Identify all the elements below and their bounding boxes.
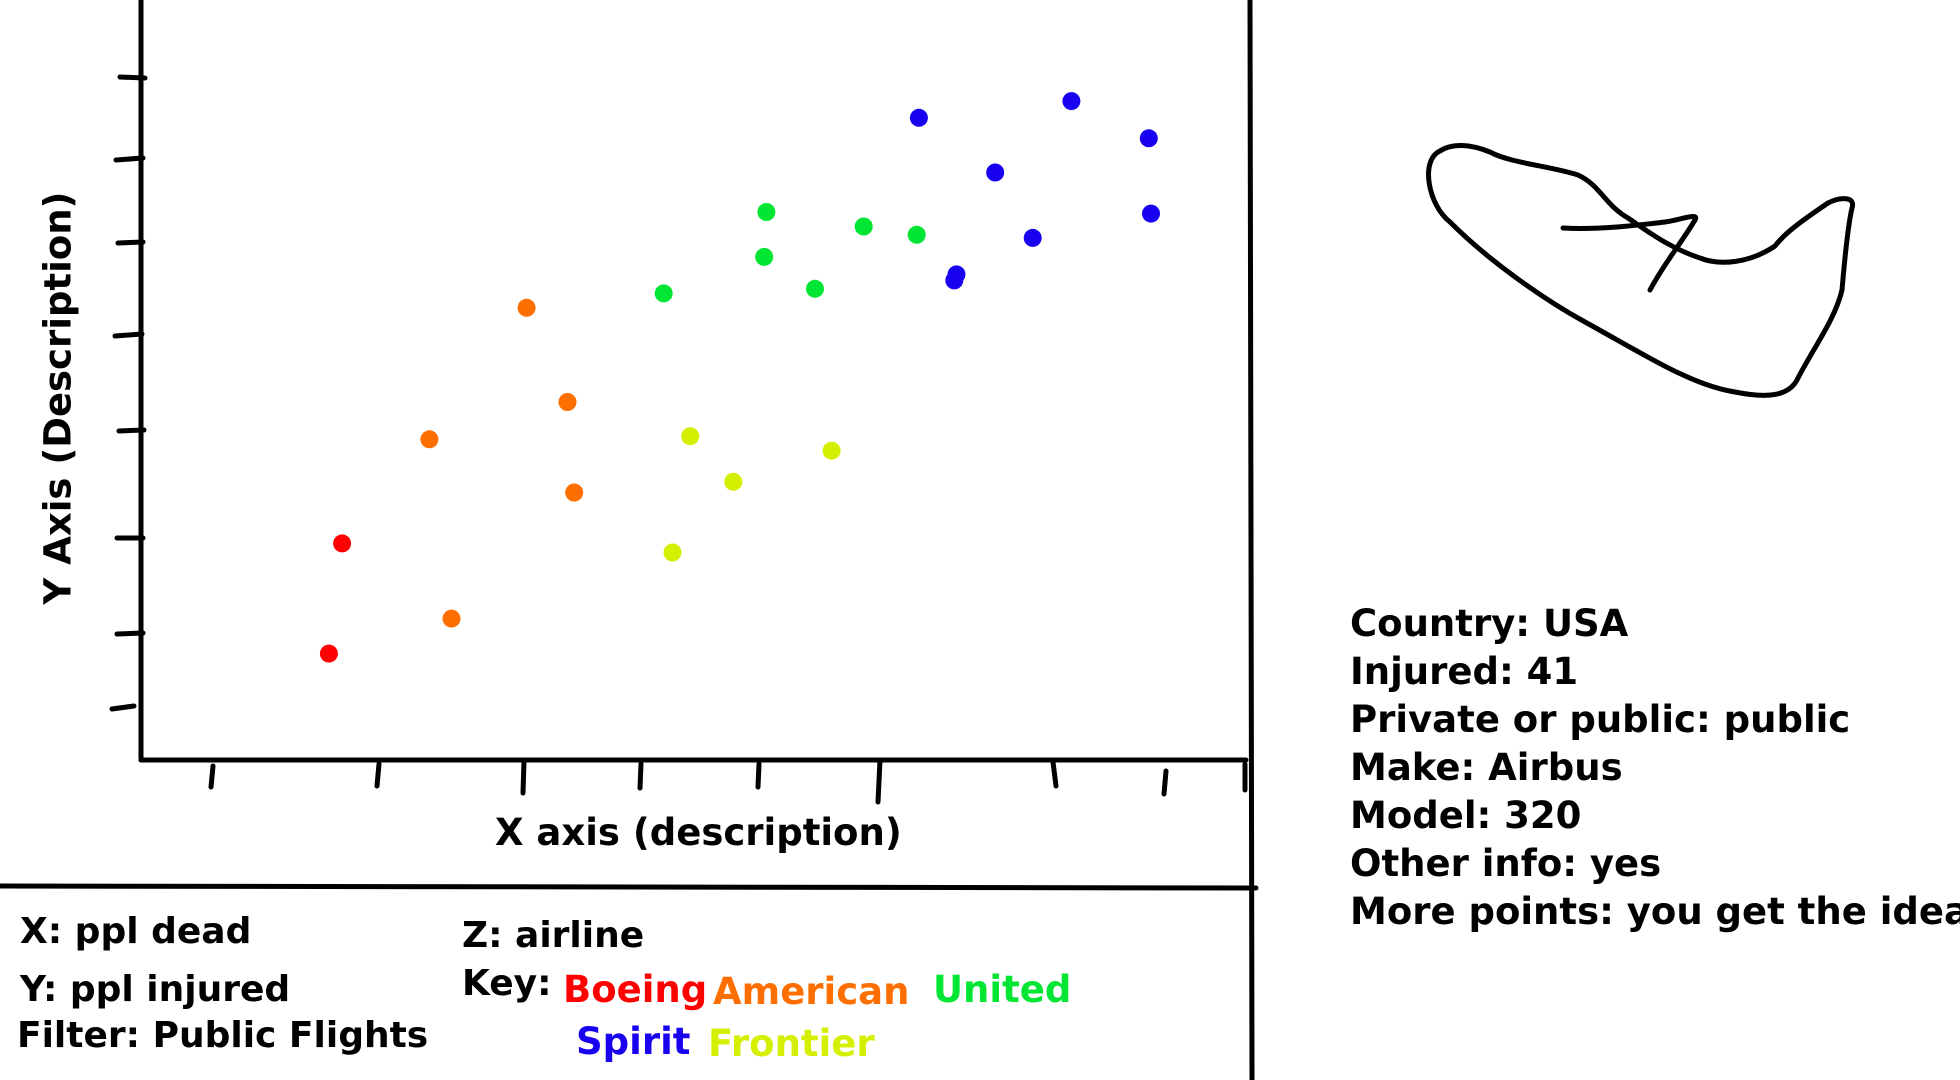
scatter-point-american <box>442 609 461 628</box>
scatter-point-american <box>420 430 439 449</box>
scatter-point-american <box>517 298 536 317</box>
legend-key-frontier: Frontier <box>708 1022 875 1065</box>
y-axis-title: Y Axis (Description) <box>36 191 80 605</box>
info-model: Model: 320 <box>1350 794 1582 837</box>
y-tick <box>116 427 147 434</box>
scatter-point-united <box>757 203 776 221</box>
scatter-point-frontier <box>663 543 682 562</box>
x-axis-ticks <box>208 757 1248 805</box>
x-tick <box>374 761 382 789</box>
scatter-point-frontier <box>724 472 743 491</box>
scatter-points <box>319 92 1160 663</box>
z-definition: Z: airline <box>462 915 645 956</box>
scatter-point-spirit <box>1142 204 1160 223</box>
y-axis-ticks <box>109 74 148 712</box>
x-tick <box>1161 768 1169 797</box>
scatter-point-spirit <box>947 265 966 284</box>
x-tick <box>208 763 216 790</box>
info-make: Make: Airbus <box>1350 746 1623 789</box>
info-more-points: More points: you get the idea <box>1350 890 1960 933</box>
horizontal-divider <box>0 883 1259 891</box>
x-tick <box>875 757 883 805</box>
info-injured: Injured: 41 <box>1350 650 1579 693</box>
country-outline-sketch-icon <box>1426 143 1856 398</box>
info-private-public: Private or public: public <box>1350 698 1851 741</box>
vertical-divider <box>1247 0 1255 1080</box>
scatter-point-american <box>565 483 584 502</box>
y-tick <box>109 703 137 712</box>
x-axis-title: X axis (description) <box>495 811 902 854</box>
scatter-point-boeing <box>333 534 352 553</box>
x-tick <box>755 761 762 790</box>
scatter-point-united <box>907 225 926 244</box>
y-tick <box>113 155 146 163</box>
scatter-point-spirit <box>986 163 1005 182</box>
key-label: Key: <box>462 963 552 1004</box>
scatter-point-united <box>654 284 673 303</box>
y-tick <box>115 239 146 246</box>
y-tick <box>117 74 148 81</box>
x-definition: X: ppl dead <box>20 911 252 952</box>
x-tick <box>520 758 527 796</box>
info-other: Other info: yes <box>1350 842 1662 885</box>
legend-key-spirit: Spirit <box>576 1020 691 1063</box>
y-tick <box>114 630 146 637</box>
scatter-point-spirit <box>909 108 928 127</box>
scatter-point-united <box>755 247 774 266</box>
scatter-point-united <box>854 217 873 236</box>
scatter-point-spirit <box>1062 92 1081 111</box>
filter-definition: Filter: Public Flights <box>17 1015 429 1056</box>
legend-key-boeing: Boeing <box>563 968 708 1011</box>
scatter-point-spirit <box>1139 129 1158 148</box>
legend-key-united: United <box>933 968 1072 1011</box>
y-definition: Y: ppl injured <box>20 969 291 1010</box>
scatter-point-american <box>558 393 577 411</box>
scatter-point-spirit <box>1023 228 1042 247</box>
scatter-point-united <box>806 279 824 298</box>
scatter-point-boeing <box>319 644 338 663</box>
scatter-point-frontier <box>681 427 700 446</box>
scatter-point-frontier <box>822 441 841 460</box>
legend-key-american: American <box>713 970 910 1013</box>
info-country: Country: USA <box>1350 602 1629 645</box>
x-tick <box>637 761 644 791</box>
x-tick <box>1050 759 1059 789</box>
y-tick <box>112 331 145 339</box>
